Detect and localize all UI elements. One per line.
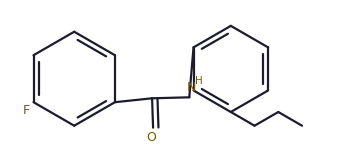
Text: O: O (146, 131, 156, 144)
Text: F: F (23, 103, 30, 117)
Text: H: H (195, 76, 203, 86)
Text: N: N (187, 81, 196, 94)
